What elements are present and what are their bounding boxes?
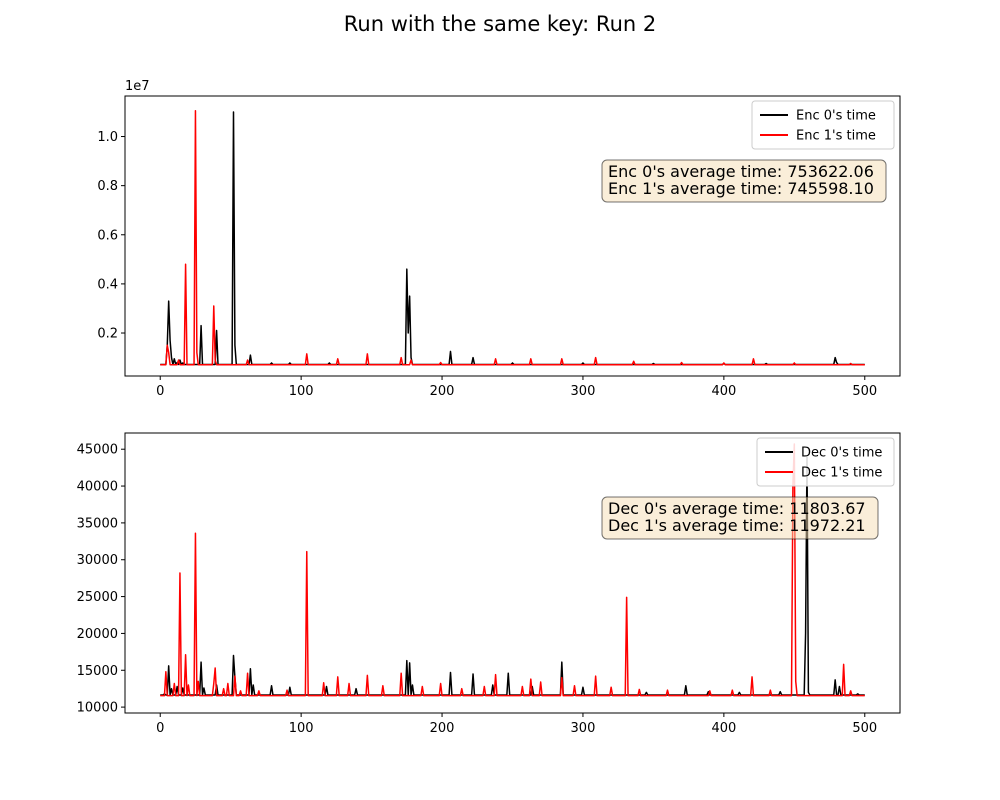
subplot-decryption: 0 100 200 300 400 500 10000 15000 20000 25000 3000…	[77, 432, 901, 736]
average-time-text: Enc 1's average time: 745598.10	[608, 179, 874, 198]
legend-decryption: Dec 0's time Dec 1's time	[756, 437, 895, 487]
x-tick-label: 400	[711, 384, 736, 399]
y-tick-label: 20000	[77, 627, 118, 642]
y-tick-label: 0.6	[97, 228, 118, 243]
x-tick-label: 0	[156, 384, 164, 399]
y-tick-label: 35000	[77, 516, 118, 531]
x-tick-label: 400	[711, 721, 736, 736]
y-tick-label: 0.8	[97, 179, 118, 194]
y-tick-label: 0.2	[97, 327, 118, 342]
x-tick-label: 300	[571, 384, 596, 399]
y-tick-label: 0.4	[97, 277, 118, 292]
series-line-decryption-1	[160, 443, 865, 697]
x-tick-label: 200	[430, 721, 455, 736]
y-tick-label: 1.0	[97, 130, 118, 145]
x-tick-label: 500	[852, 384, 877, 399]
y-tick-label: 10000	[77, 701, 118, 716]
legend-box	[756, 437, 895, 487]
average-time-text: Enc 0's average time: 753622.06	[608, 162, 874, 181]
y-tick-label: 15000	[77, 664, 118, 679]
axes-frame-encryption	[124, 95, 901, 377]
annotation-box	[601, 159, 887, 203]
series-line-encryption-1	[160, 109, 865, 366]
legend-label: Enc 1's time	[796, 129, 876, 144]
series-line-encryption-0	[160, 111, 865, 366]
legend-label: Dec 1's time	[801, 466, 882, 481]
legend-encryption: Enc 0's time Enc 1's time	[751, 100, 895, 150]
legend-box	[751, 100, 895, 150]
y-tick-label: 40000	[77, 480, 118, 495]
x-tick-label: 300	[571, 721, 596, 736]
x-tick-label: 500	[852, 721, 877, 736]
figure-title: Run with the same key: Run 2	[343, 12, 657, 36]
y-offset-label: 1e7	[125, 79, 150, 94]
axes-frame-decryption	[124, 432, 901, 714]
legend-label: Dec 0's time	[801, 446, 882, 461]
x-tick-label: 200	[430, 384, 455, 399]
annotation-box	[601, 496, 879, 540]
x-tick-label: 100	[289, 721, 314, 736]
average-time-text: Dec 1's average time: 11972.21	[608, 516, 866, 535]
y-tick-label: 25000	[77, 590, 118, 605]
y-tick-label: 30000	[77, 553, 118, 568]
x-tick-label: 100	[289, 384, 314, 399]
legend-label: Enc 0's time	[796, 109, 876, 124]
subplot-encryption: 0 100 200 300 400 500 0.2 0.4 0.6 0.8 1.0 1e7 Enc 0'…	[97, 79, 901, 399]
series-line-decryption-0	[160, 455, 865, 696]
average-time-text: Dec 0's average time: 11803.67	[608, 499, 866, 518]
y-tick-label: 45000	[77, 443, 118, 458]
x-tick-label: 0	[156, 721, 164, 736]
